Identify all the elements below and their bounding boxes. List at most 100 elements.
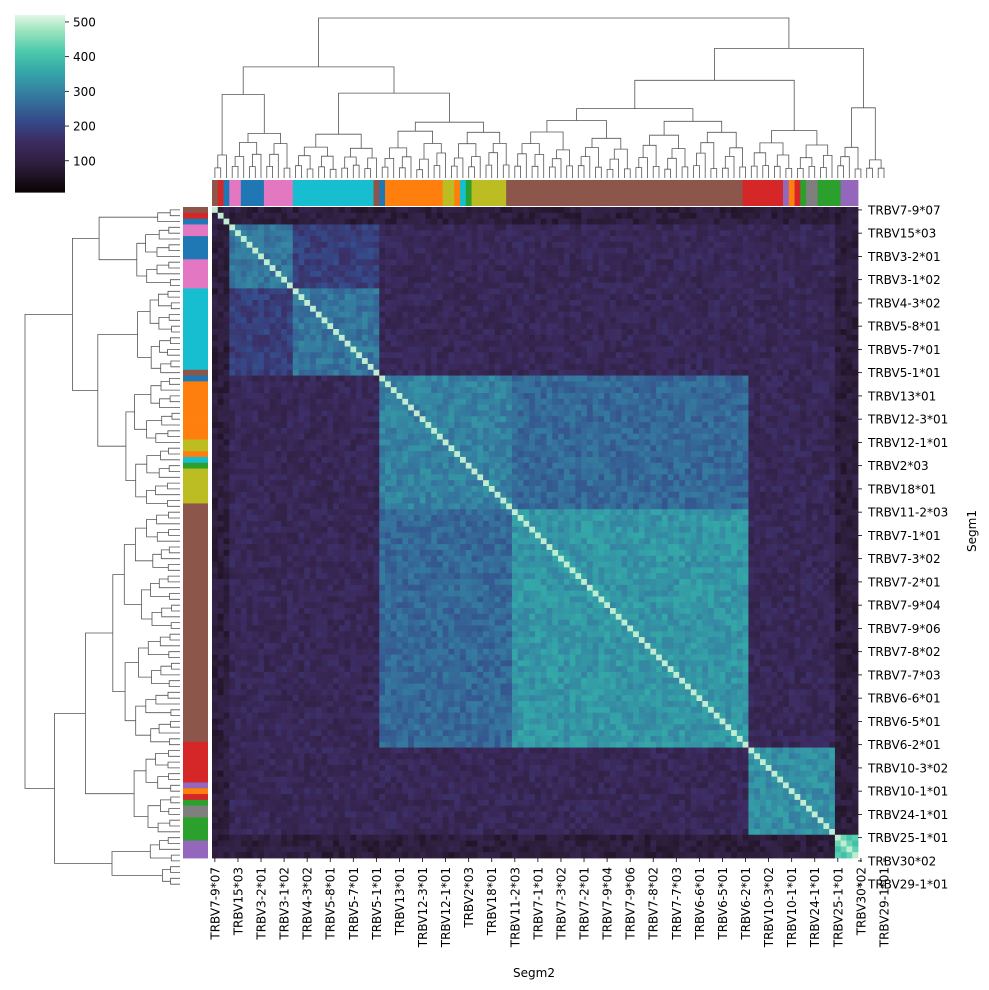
row-group-color: [183, 828, 208, 836]
heatmap-cell: [408, 369, 415, 376]
heatmap-cell: [563, 393, 571, 400]
heatmap-cell: [581, 207, 588, 214]
heatmap-cell: [529, 259, 536, 266]
heatmap-cell: [840, 294, 847, 301]
heatmap-cell: [817, 305, 824, 313]
heatmap-cell: [736, 305, 744, 313]
heatmap-cell: [500, 224, 507, 231]
heatmap-cell: [667, 247, 674, 254]
heatmap-cell: [500, 276, 507, 283]
heatmap-cell: [690, 358, 697, 365]
heatmap-cell: [506, 317, 513, 324]
dendrogram-link: [168, 529, 180, 536]
row-group-color: [183, 329, 208, 336]
heatmap-cell: [563, 224, 571, 231]
heatmap-cell: [725, 207, 732, 214]
heatmap-cell: [794, 422, 801, 429]
heatmap-cell: [846, 294, 853, 301]
heatmap-cell: [725, 334, 732, 342]
heatmap-cell: [350, 230, 357, 237]
heatmap-cell: [679, 404, 686, 411]
dendrogram-link: [150, 385, 161, 404]
heatmap-cell: [609, 393, 617, 400]
dendrogram-link: [624, 168, 631, 178]
dendrogram-link: [159, 840, 180, 850]
heatmap-cell: [240, 375, 248, 382]
heatmap-cell: [852, 323, 859, 330]
heatmap-cell: [212, 317, 219, 324]
heatmap-cell: [413, 393, 421, 400]
heatmap-cell: [748, 317, 755, 324]
heatmap-cell: [667, 282, 674, 289]
column-group-color: [829, 180, 836, 206]
heatmap-cell: [644, 340, 651, 347]
heatmap-cell: [333, 265, 340, 272]
heatmap-cell: [748, 282, 755, 289]
row-group-color: [183, 456, 208, 464]
heatmap-cell: [667, 346, 674, 353]
heatmap-cell: [829, 381, 836, 388]
heatmap-cell: [413, 288, 421, 295]
heatmap-cell: [644, 259, 651, 266]
colorbar-swatch: [15, 51, 65, 54]
heatmap-cell: [425, 369, 432, 376]
heatmap-cell: [535, 253, 542, 260]
heatmap-cell: [367, 300, 374, 307]
heatmap-cell: [592, 218, 599, 225]
heatmap-cell: [488, 265, 496, 272]
heatmap-cell: [390, 276, 397, 283]
heatmap-cell: [679, 329, 686, 336]
heatmap-cell: [361, 358, 369, 365]
heatmap-cell: [558, 375, 565, 382]
heatmap-cell: [246, 369, 253, 376]
heatmap-cell: [558, 305, 565, 313]
heatmap-cell: [350, 294, 357, 301]
heatmap-cell: [442, 422, 449, 429]
heatmap-cell: [235, 427, 242, 435]
dendrogram-link: [419, 158, 429, 178]
heatmap-cell: [436, 270, 444, 278]
heatmap-cell: [385, 410, 392, 417]
heatmap-cell: [604, 236, 611, 243]
colorbar-swatch: [15, 81, 65, 84]
heatmap-cell: [442, 369, 449, 376]
heatmap-cell: [292, 294, 299, 301]
heatmap-cell: [592, 259, 599, 266]
heatmap-cell: [633, 270, 640, 278]
heatmap-cell: [621, 300, 628, 307]
heatmap-cell: [788, 369, 795, 376]
row-group-color: [183, 567, 208, 574]
row-group-color: [183, 241, 208, 249]
heatmap-cell: [500, 241, 507, 249]
colorbar-swatch: [15, 71, 65, 74]
heatmap-cell: [846, 207, 853, 214]
heatmap-cell: [794, 352, 801, 359]
heatmap-cell: [535, 369, 542, 376]
heatmap-cell: [350, 352, 357, 359]
heatmap-cell: [223, 404, 230, 411]
heatmap-cell: [598, 282, 605, 289]
heatmap-cell: [535, 212, 542, 220]
column-group-color: [252, 180, 259, 206]
dendrogram-link: [124, 662, 139, 722]
colorbar-swatch: [15, 107, 65, 110]
heatmap-cell: [615, 282, 622, 289]
dendrogram-link: [170, 877, 180, 885]
heatmap-cell: [702, 265, 709, 272]
heatmap-cell: [517, 358, 524, 365]
colorbar-swatch: [15, 34, 65, 37]
dendrogram-link: [580, 156, 591, 178]
heatmap-cell: [633, 369, 640, 376]
heatmap-cell: [673, 416, 680, 423]
heatmap-cell: [615, 317, 622, 324]
row-group-color: [183, 236, 208, 243]
heatmap-cell: [736, 346, 744, 353]
heatmap-cell: [731, 329, 738, 336]
heatmap-cell: [644, 358, 651, 365]
heatmap-cell: [460, 282, 467, 289]
heatmap-cell: [338, 294, 346, 301]
dendrogram-link: [170, 709, 180, 716]
heatmap-cell: [673, 294, 680, 301]
heatmap-cell: [627, 305, 634, 313]
heatmap-cell: [333, 247, 340, 254]
